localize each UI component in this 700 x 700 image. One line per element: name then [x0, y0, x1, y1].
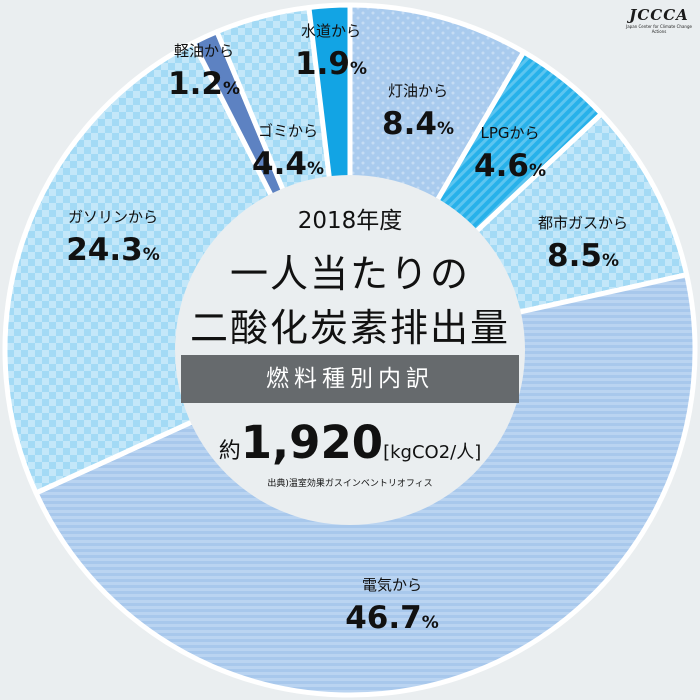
year-label: 2018年度 [297, 208, 403, 234]
jccca-logo: JCCCA Japan Center for Climate Change Ac… [624, 6, 694, 34]
slice-value: 1.9% [295, 46, 367, 82]
logo-text: JCCCA [629, 6, 689, 24]
title-line-2: 二酸化炭素排出量 [189, 306, 510, 350]
logo-subtext: Japan Center for Climate Change Actions [626, 24, 692, 34]
title-line-1: 一人当たりの [229, 252, 470, 296]
breakdown-band: 燃料種別内訳 [181, 355, 519, 403]
total-emission: 約1,920[kgCO2/人] [0, 416, 700, 469]
slice-value: 24.3% [66, 232, 160, 268]
slice-value: 1.2% [168, 66, 240, 102]
slice-label: 都市ガスから [538, 214, 628, 232]
slice-value: 46.7% [345, 600, 439, 636]
slice-label: 電気から [362, 576, 422, 594]
total-unit: [kgCO2/人] [383, 442, 482, 463]
slice-label: 軽油から [174, 42, 234, 60]
source-note: 出典)温室効果ガスインベントリオフィス [267, 479, 433, 489]
total-prefix: 約 [218, 439, 241, 464]
slice-value: 4.6% [474, 148, 546, 184]
slice-label: ガソリンから [68, 208, 158, 226]
slice-label: ゴミから [258, 122, 318, 140]
slice-value: 8.5% [547, 238, 619, 274]
slice-label: 水道から [301, 22, 361, 40]
slice-value: 4.4% [252, 146, 324, 182]
center-hole [175, 175, 525, 525]
slice-value: 8.4% [382, 106, 454, 142]
slice-label: 灯油から [388, 82, 448, 100]
total-value: 1,920 [240, 416, 384, 469]
slice-label: LPGから [480, 124, 539, 142]
